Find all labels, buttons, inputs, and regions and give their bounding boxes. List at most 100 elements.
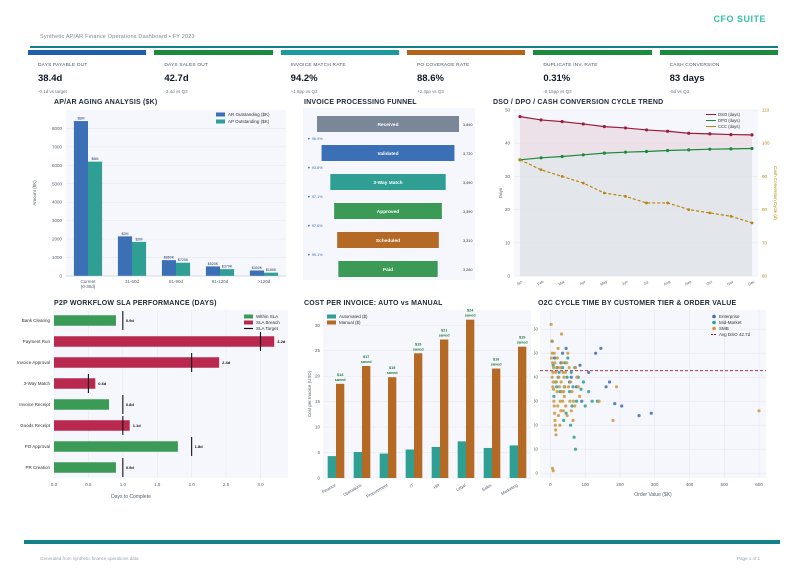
sla-value-label: 2.4d [222, 360, 231, 365]
funnel-stage [317, 116, 459, 132]
data-point [602, 151, 606, 155]
x-tick-label: 500 [721, 482, 729, 487]
funnel-stage [337, 232, 439, 248]
bar-data-label: $300K [252, 266, 263, 270]
bar [220, 269, 235, 276]
bar [440, 339, 449, 478]
data-point [539, 168, 543, 172]
cost-chart-title: COST PER INVOICE: AUTO vs MANUAL [304, 300, 443, 307]
funnel-value-label: 3,390 [463, 210, 473, 214]
plot-area [303, 108, 475, 280]
funnel-stage-label: Scheduled [376, 238, 400, 244]
x-tick-label: Procurement [365, 482, 389, 499]
savings-label: saved [439, 334, 450, 338]
y-tick-label: 5 [317, 450, 320, 455]
scatter-point [574, 399, 579, 403]
sla-bar [54, 336, 275, 347]
bar [132, 241, 147, 276]
data-point [729, 147, 733, 151]
scatter-point [564, 411, 568, 415]
kpi-accent-bar [659, 50, 778, 55]
kpi-label: PO COVERAGE RATE [416, 63, 470, 68]
kpi-accent-bar [280, 50, 399, 55]
x-tick-label: Current [80, 279, 96, 284]
x-tick-label: Sep [684, 280, 692, 287]
sla-bar [54, 378, 96, 389]
scatter-point [559, 332, 564, 336]
legend-swatch [712, 314, 716, 319]
data-point [623, 126, 628, 130]
scatter-point [551, 469, 555, 473]
scatter-point [557, 385, 562, 389]
scatter-point [554, 428, 558, 432]
scatter-point [552, 399, 556, 403]
plot-area [54, 310, 288, 478]
sla-value-label: 0.6d [98, 381, 107, 386]
scatter-point [561, 351, 565, 355]
scatter-point [549, 356, 554, 360]
scatter-point [567, 390, 572, 394]
funnel-chart-title: INVOICE PROCESSING FUNNEL [304, 99, 417, 106]
sla-bar [54, 420, 130, 431]
y2-tick-label: 60 [762, 274, 768, 279]
x-tick-label: Marketing [500, 482, 519, 496]
scatter-point [649, 411, 653, 415]
x-tick-label: 200 [616, 482, 624, 487]
y2-tick-label: 110 [762, 108, 770, 113]
scatter-point [583, 404, 587, 408]
kpi-accent-bar [28, 50, 147, 55]
y-tick-label: 30 [534, 399, 538, 404]
scatter-point [553, 356, 557, 360]
y2-tick-label: 100 [762, 141, 770, 146]
funnel-dropoff-label: ▼ 99.1% [307, 253, 323, 257]
scatter-point [566, 356, 570, 360]
savings-label: saved [387, 371, 398, 375]
scatter-point [551, 385, 555, 389]
kpi-value: 94.2% [290, 73, 318, 84]
kpi-card: DAYS PAYABLE OUT 38.4d -0.1d vs target [28, 50, 147, 96]
kpi-delta: -0.1d vs target [38, 89, 67, 94]
scatter-point [757, 409, 761, 413]
savings-label: $21 [441, 329, 447, 333]
x-tick-label: IT [409, 482, 415, 488]
x-tick-label: 400 [686, 482, 694, 487]
scatter-point [553, 418, 557, 422]
scatter-point [594, 351, 598, 355]
scatter-point [556, 404, 560, 408]
scatter-point [620, 404, 624, 408]
x-tick-label: 61-90d [169, 279, 184, 284]
legend-swatch [712, 320, 716, 325]
bar-data-label: $520K [208, 262, 219, 266]
kpi-value: 0.31% [543, 73, 571, 84]
brand-logo: CFO SUITE [713, 14, 766, 24]
kpi-delta: -3.4d vs Q3 [164, 89, 188, 94]
x-tick-label: Finance [321, 482, 337, 494]
scatter-point [558, 366, 563, 370]
funnel-stage [338, 261, 438, 277]
bar-data-label: $2M [136, 237, 143, 241]
funnel-value-label: 3,840 [463, 123, 473, 127]
sla-bar [54, 462, 116, 473]
kpi-accent-bar [154, 50, 273, 55]
legend-label: SMB [719, 326, 729, 331]
x-tick-label: 2.0 [189, 482, 196, 487]
x-tick-label: 0.0 [51, 482, 58, 487]
scatter-point [566, 351, 570, 355]
scatter-point [564, 404, 568, 408]
y-tick-label: 30 [505, 174, 511, 179]
kpi-accent-bar [533, 50, 652, 55]
scatter-point [573, 447, 578, 451]
scatter-point [563, 385, 567, 389]
y2-tick-label: 70 [762, 240, 768, 245]
x-tick-label: 1.0 [120, 482, 127, 487]
y-tick-label: 30 [315, 323, 321, 328]
scatter-point [550, 375, 554, 379]
bar [362, 366, 371, 478]
savings-label: $19 [519, 336, 525, 340]
scatter-point [554, 433, 558, 437]
y2-tick-label: 90 [762, 174, 768, 179]
data-point [560, 154, 564, 159]
sla-value-label: 0.9d [126, 465, 135, 470]
bar [509, 445, 518, 478]
